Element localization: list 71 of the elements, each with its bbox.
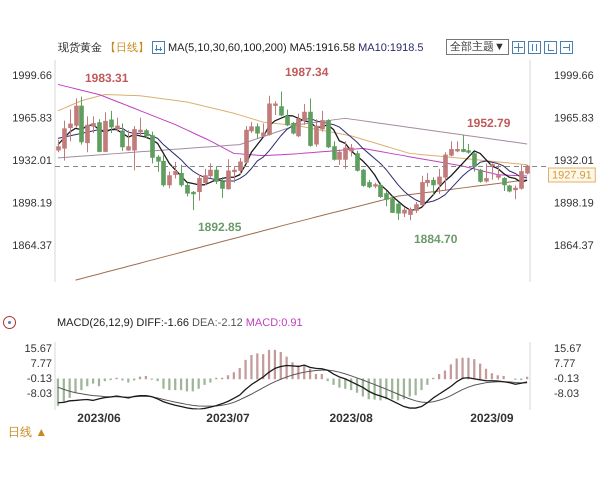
bar — [174, 378, 176, 390]
text: DIFF:-1.66 — [136, 316, 189, 328]
annotation: 1892.85 — [198, 220, 242, 234]
bar — [186, 378, 188, 392]
bar — [332, 378, 335, 385]
bar — [456, 358, 458, 380]
bar — [168, 378, 170, 390]
y-tick-label: 7.77 — [30, 358, 52, 370]
bar — [104, 378, 106, 382]
y-tick-label: -0.13 — [26, 373, 52, 386]
bar — [86, 378, 88, 386]
x-tick-label: 2023/07 — [206, 410, 250, 425]
bar — [280, 352, 282, 380]
text: MACD:0.91 — [246, 316, 303, 328]
y-tick-label: 1965.83 — [12, 112, 52, 125]
x-tick-label: 2023/08 — [329, 410, 374, 425]
bar — [209, 378, 212, 382]
bar — [62, 378, 65, 402]
y2-tick-label: -0.13 — [554, 373, 580, 386]
bar — [127, 378, 130, 382]
y-tick-label: 1898.19 — [12, 197, 52, 210]
y-tick-label: 1864.37 — [12, 240, 52, 252]
y2-tick-label: 1932.01 — [554, 154, 594, 167]
y-tick-label: 1932.01 — [12, 154, 52, 167]
text: 日线 ▲ — [8, 424, 48, 441]
text: MA5:1916.58 — [290, 42, 356, 54]
bar — [408, 378, 411, 397]
bar — [192, 378, 194, 392]
bar — [198, 378, 200, 389]
text: DEA:-2.12 — [192, 316, 243, 328]
bar — [262, 354, 264, 380]
bar — [232, 372, 235, 380]
bar — [203, 378, 206, 385]
annotation: 1983.31 — [85, 71, 128, 85]
y-tick-label: 15.67 — [24, 342, 52, 355]
bar — [256, 353, 258, 380]
annotation: 1987.34 — [285, 65, 328, 79]
bar — [426, 378, 429, 385]
text: MA(5,10,30,60,100,200) — [168, 42, 287, 54]
text: MA10:1918.5 — [358, 42, 424, 54]
y2-tick-label: 1898.19 — [554, 197, 594, 210]
ref-line-label: 1927.91 — [552, 170, 592, 182]
bar — [450, 364, 452, 380]
bar — [479, 364, 482, 380]
annotation: 1952.79 — [467, 116, 510, 130]
y2-tick-label: 15.67 — [554, 342, 582, 355]
x-tick-label: 2023/06 — [77, 410, 121, 425]
y2-tick-label: -8.03 — [554, 388, 580, 400]
bar — [414, 378, 417, 396]
text: 全部主题▼ — [446, 39, 509, 55]
bar — [156, 378, 159, 382]
x-tick-label: 2023/09 — [470, 410, 514, 425]
text: 【日线】 — [105, 40, 149, 55]
bar — [473, 359, 476, 380]
y-tick-label: 1999.66 — [12, 70, 52, 82]
y2-tick-label: 1965.83 — [554, 112, 594, 125]
y2-tick-label: 7.77 — [554, 358, 576, 370]
bar — [391, 378, 394, 400]
bar — [98, 378, 100, 386]
bar — [320, 374, 323, 380]
annotation: 1884.70 — [414, 232, 458, 246]
y2-tick-label: 1864.37 — [554, 240, 594, 252]
chart-title: MACD(26,12,9) — [57, 316, 134, 328]
bar — [238, 368, 241, 380]
chart-title: 现货黄金 — [58, 41, 102, 55]
bar — [496, 375, 499, 380]
bar — [326, 378, 329, 382]
y2-tick-label: 1999.66 — [554, 70, 594, 82]
bar — [303, 366, 306, 380]
bar — [68, 378, 71, 398]
y-tick-label: -8.03 — [26, 388, 52, 400]
